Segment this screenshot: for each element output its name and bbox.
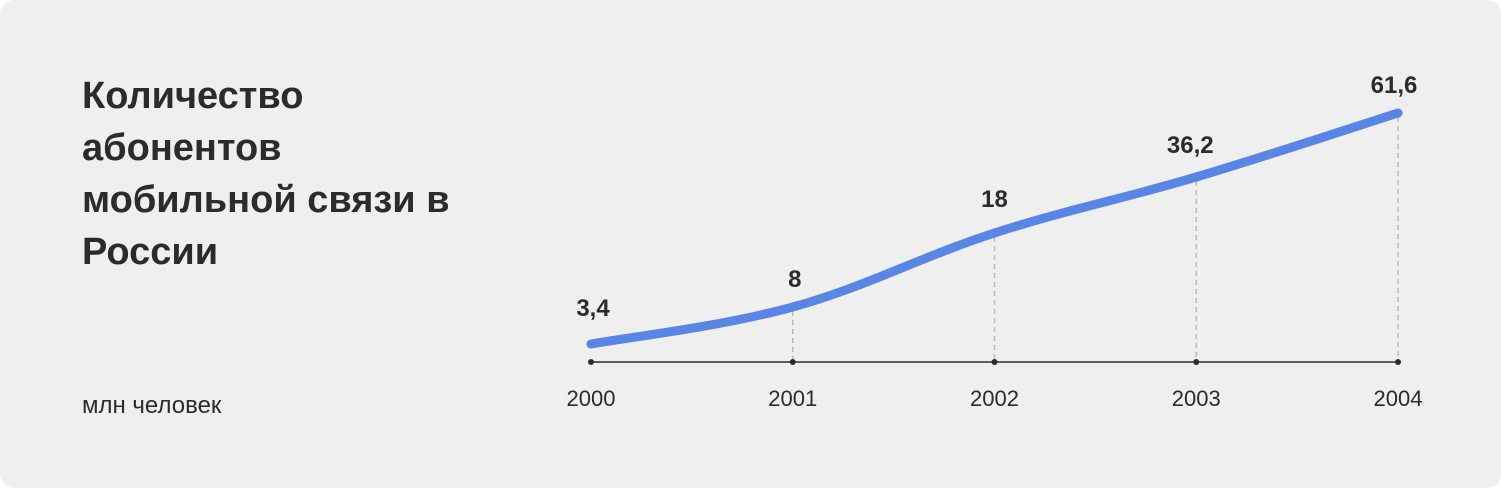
data-label-2002: 18: [981, 186, 1008, 213]
data-label-2001: 8: [788, 266, 801, 293]
data-label-2003: 36,2: [1167, 132, 1214, 159]
axis-tick-2002: [991, 359, 998, 365]
data-point-2002: [990, 228, 999, 238]
unit-label: млн человек: [82, 392, 222, 419]
chart-title: Количество абонентов мобильной связи в Р…: [82, 75, 450, 273]
data-label-2004: 61,6: [1371, 72, 1418, 99]
axis-tick-2004: [1395, 359, 1401, 365]
data-label-2000: 3,4: [576, 295, 610, 322]
x-tick-label-2004: 2004: [1374, 386, 1423, 411]
axis-tick-2000: [588, 359, 594, 365]
x-tick-label-2001: 2001: [768, 386, 817, 411]
axis-tick-2001: [789, 359, 796, 365]
x-tick-label-2000: 2000: [567, 386, 616, 411]
axis-tick-2003: [1193, 359, 1200, 365]
x-tick-label-2003: 2003: [1172, 386, 1221, 411]
data-point-2000: [586, 339, 596, 349]
data-point-2001: [788, 302, 798, 312]
data-point-2003: [1191, 172, 1201, 182]
data-point-2004: [1393, 108, 1403, 118]
x-tick-label-2002: 2002: [970, 386, 1019, 411]
